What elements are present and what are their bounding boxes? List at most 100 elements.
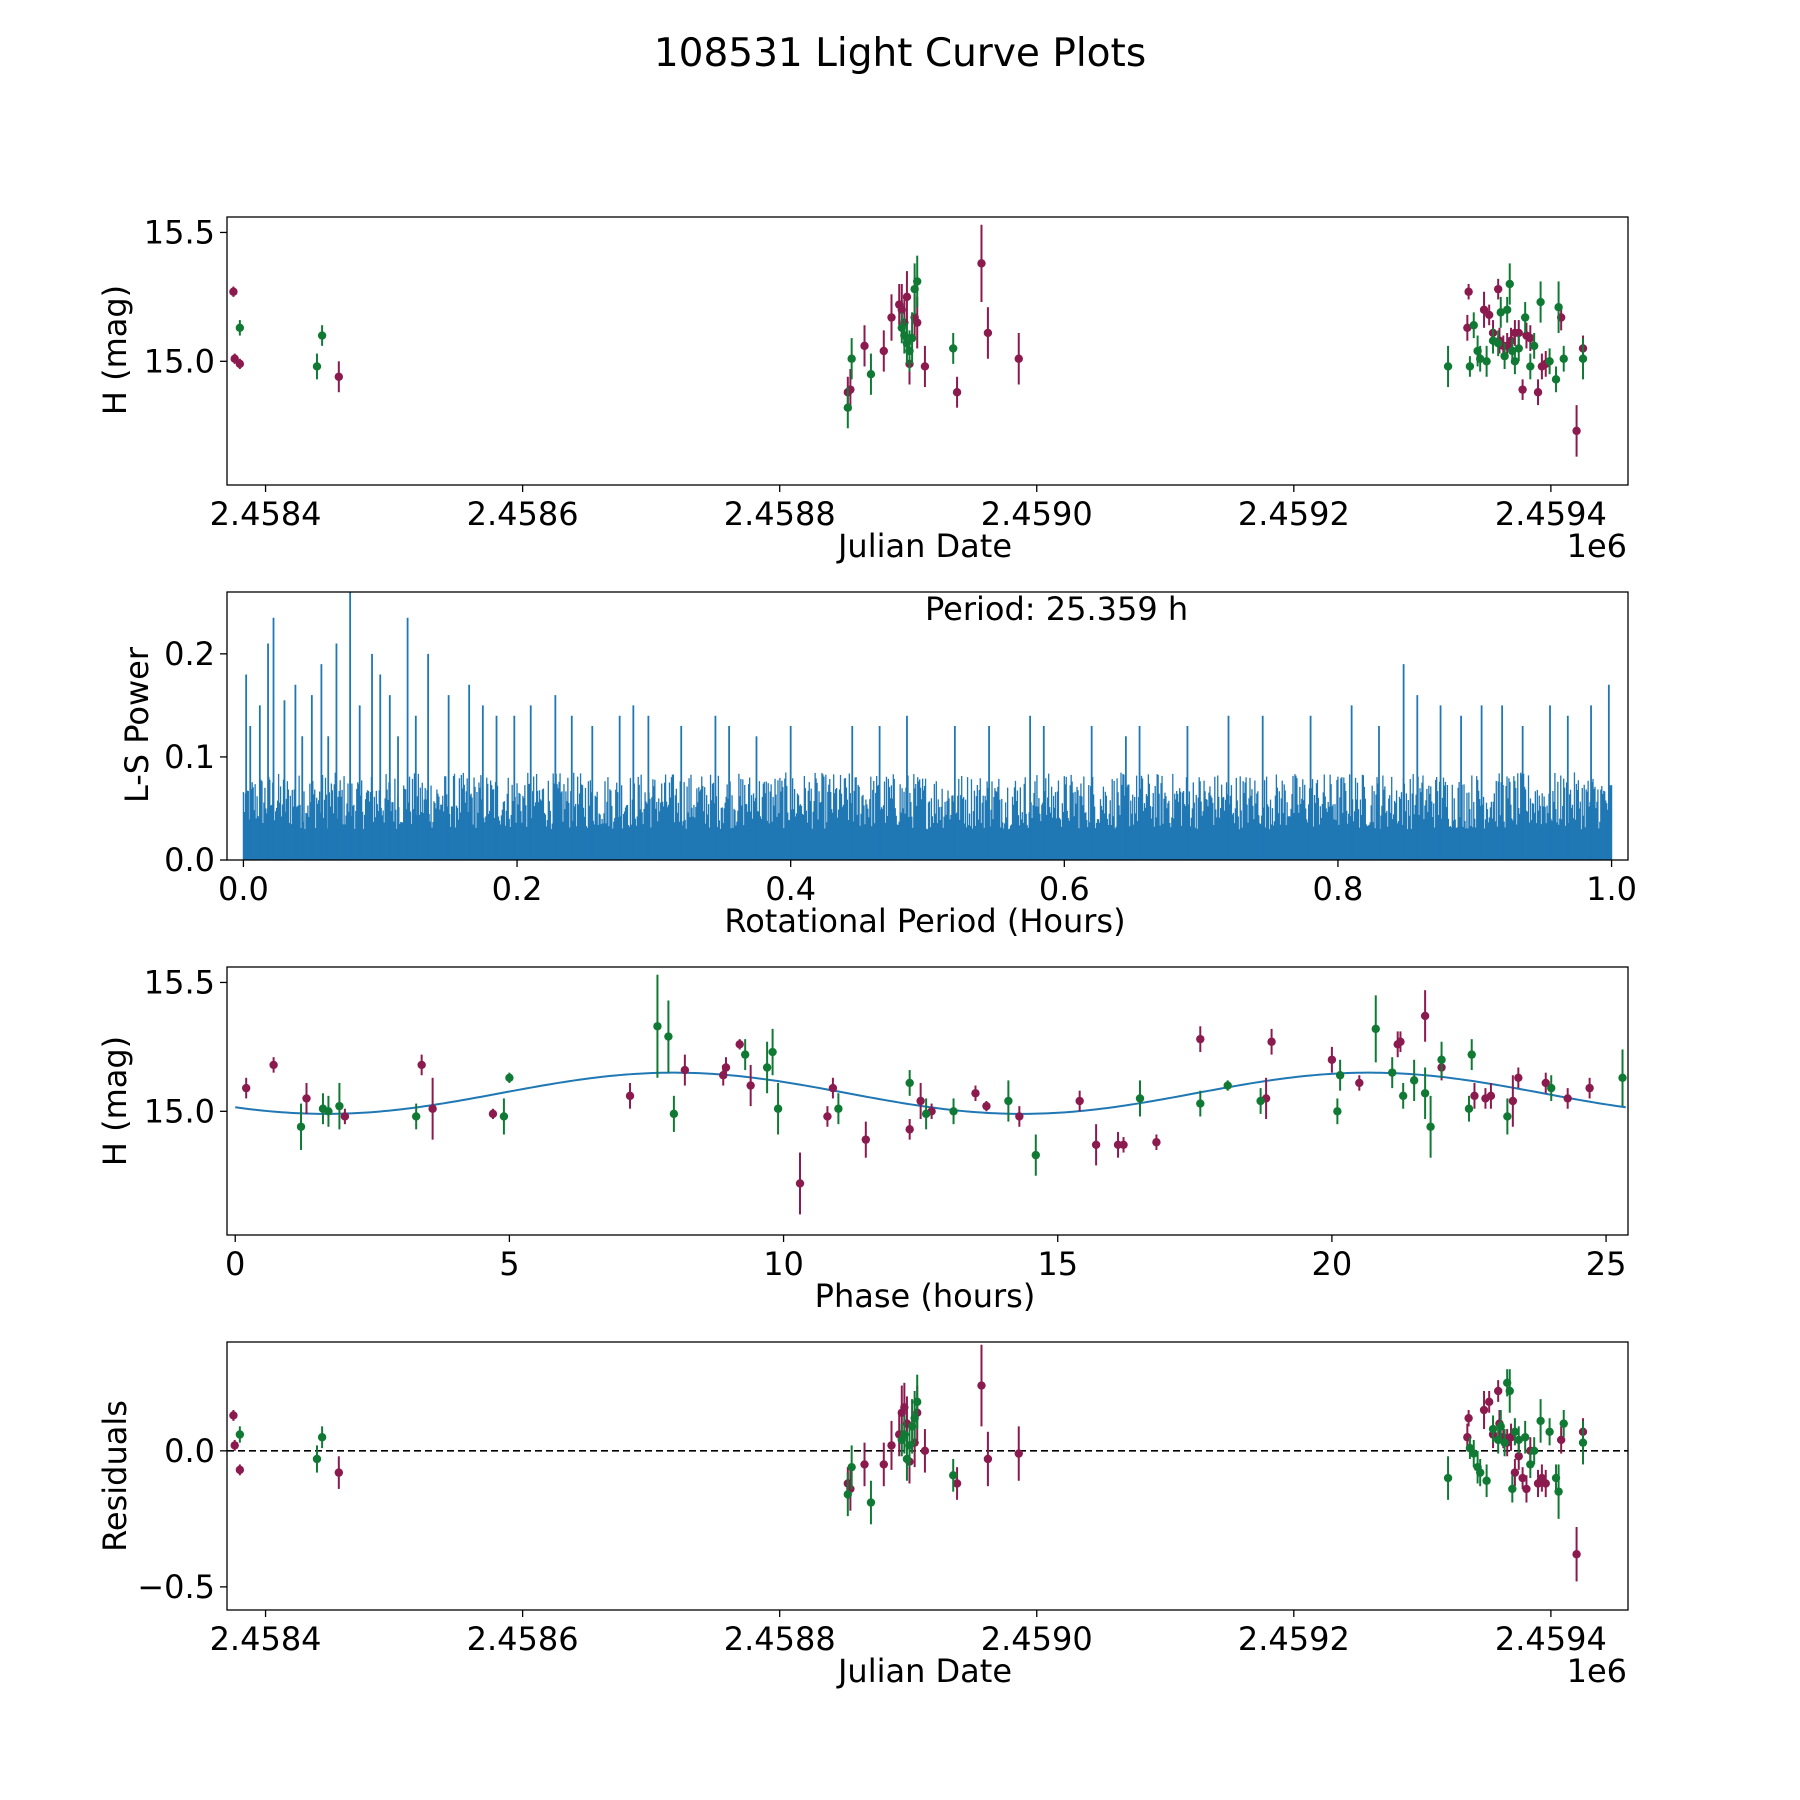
lightcurve-data-point [235,323,245,333]
lightcurve-data-point [902,292,912,302]
residuals-data-point [1522,1484,1531,1494]
panel-residuals: Julian Date Residuals 1e6 2.4584 2.4586 2.… [96,1341,1629,1690]
lightcurve-data-point [230,354,239,363]
lightcurve-data-point [949,344,958,353]
residuals-data-point [1536,1416,1545,1426]
lightcurve-xtick-label: 2.4592 [1238,495,1350,533]
phased-data-point [1267,1037,1276,1046]
periodogram-xtick-label: 0.6 [1039,870,1090,908]
lightcurve-data-point [1475,354,1485,363]
residuals-data-point [1556,1435,1566,1445]
residuals-data-point [952,1479,962,1488]
lightcurve-data-point [913,277,922,286]
lightcurve-xtick-label: 2.4590 [981,495,1093,533]
residuals-plot-frame [226,1341,1629,1611]
phased-data-point [669,1109,679,1119]
residuals-data-point [1514,1452,1523,1461]
residuals-data-point [949,1471,958,1480]
residuals-offset-label: 1e6 [1567,1652,1627,1690]
phased-data-point [735,1040,744,1049]
phased-data-point [1409,1076,1419,1085]
phased-xlabel: Phase (hours) [815,1277,1036,1315]
phased-ytick-label: 15.5 [144,963,215,1001]
phased-data-point [982,1101,991,1111]
lightcurve-data-point [879,346,888,356]
lightcurve-ylabel: H (mag) [96,285,134,415]
lightcurve-data-point [1500,351,1509,361]
phased-data-point [1508,1096,1518,1106]
residuals-data-point [1488,1424,1498,1434]
phased-data-point [1514,1073,1523,1083]
residuals-data-point [887,1441,896,1450]
residuals-data-point [866,1498,876,1507]
residuals-data-point [1554,1487,1563,1496]
residuals-data-point [1526,1460,1535,1469]
residuals-xtick-label: 2.4594 [1495,1620,1607,1658]
phased-data-point [1420,1011,1430,1021]
lightcurve-data-point [1578,354,1588,363]
residuals-xtick-label: 2.4590 [981,1620,1093,1658]
phased-data-point [1223,1081,1232,1090]
lightcurve-plot-frame [226,216,1629,486]
phased-ylabel: H (mag) [96,1036,134,1166]
phased-data-point [1015,1112,1024,1121]
residuals-data-point [230,1441,239,1450]
residuals-data-point [860,1460,869,1469]
phased-plot-frame [226,966,1629,1236]
periodogram-xlabel: Rotational Period (Hours) [724,902,1125,940]
phased-data-point [296,1122,306,1131]
phased-ytick-label: 15.0 [144,1092,215,1130]
figure-title: 108531 Light Curve Plots [654,31,1146,76]
phased-data-point [1464,1104,1474,1113]
phased-data-point [411,1112,421,1121]
phased-data-point [302,1094,311,1103]
residuals-xtick-label: 2.4588 [724,1620,836,1658]
phased-data-point [921,1109,931,1119]
residuals-data-point [900,1430,909,1439]
lightcurve-offset-label: 1e6 [1567,527,1627,565]
phased-data-point [1327,1055,1337,1064]
phased-data-point [1396,1037,1405,1046]
phased-data-point [340,1112,350,1121]
periodogram-xtick-label: 1.0 [1586,870,1637,908]
phased-data-point [241,1083,251,1093]
phased-data-point [1004,1096,1013,1106]
residuals-xtick-label: 2.4584 [210,1620,322,1658]
phased-data-point [1541,1078,1550,1088]
phased-xtick-label: 25 [1586,1245,1627,1283]
residuals-data-point [1493,1386,1503,1396]
lightcurve-data-point [1482,357,1491,366]
residuals-data-point [1559,1419,1568,1428]
phased-data-point [1031,1150,1040,1160]
phased-data-point [1135,1094,1145,1103]
periodogram-ylabel: L-S Power [118,646,156,803]
periodogram-power-fill [242,772,1613,860]
residuals-data-point [1496,1422,1505,1431]
lightcurve-xtick-label: 2.4594 [1495,495,1607,533]
phased-data-point [488,1109,498,1119]
residuals-data-point [1482,1476,1491,1485]
residuals-data-point [1508,1484,1517,1494]
lightcurve-data-point [312,362,322,371]
residuals-data-point [1572,1550,1581,1559]
phased-data-point [721,1063,731,1072]
phased-data-point [1547,1083,1556,1093]
lightcurve-data-point [1533,388,1543,397]
periodogram-xtick-label: 0.4 [765,870,816,908]
lightcurve-data-point [1014,354,1023,363]
phased-data-point [905,1125,914,1134]
phased-data-point [1075,1096,1084,1106]
residuals-data-point [312,1454,322,1464]
phased-data-point [625,1091,635,1101]
residuals-data-point [977,1381,986,1390]
residuals-data-point [229,1411,238,1420]
residuals-data-point [1514,1435,1523,1445]
phased-data-point [916,1096,925,1106]
lightcurve-data-point [1536,297,1545,307]
lightcurve-data-point [1529,341,1539,351]
residuals-data-point [1469,1449,1478,1458]
lightcurve-data-point [317,331,327,340]
residuals-data-point [879,1460,888,1469]
phased-data-point [1486,1091,1496,1101]
lightcurve-data-point [907,333,917,343]
